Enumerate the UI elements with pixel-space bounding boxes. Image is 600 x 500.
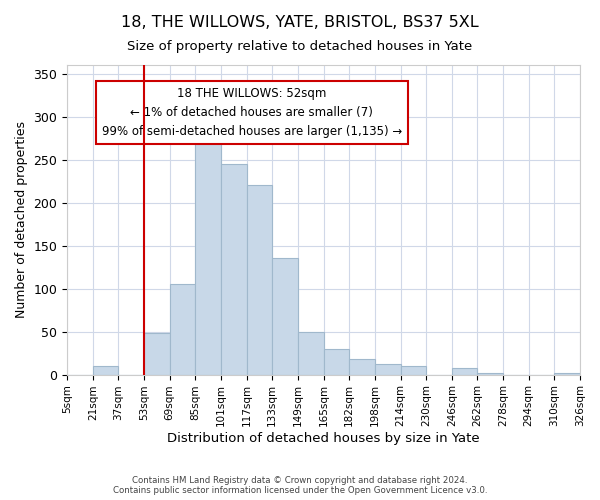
Y-axis label: Number of detached properties: Number of detached properties [15,122,28,318]
Bar [349,359,375,374]
Bar [93,366,118,374]
X-axis label: Distribution of detached houses by size in Yate: Distribution of detached houses by size … [167,432,480,445]
Text: 18, THE WILLOWS, YATE, BRISTOL, BS37 5XL: 18, THE WILLOWS, YATE, BRISTOL, BS37 5XL [121,15,479,30]
Bar [196,138,221,374]
Bar [221,164,247,374]
Text: 18 THE WILLOWS: 52sqm
← 1% of detached houses are smaller (7)
99% of semi-detach: 18 THE WILLOWS: 52sqm ← 1% of detached h… [101,86,402,138]
Bar [478,373,503,374]
Bar [554,373,580,374]
Bar [170,284,196,374]
Bar [272,258,298,374]
Bar [323,349,349,374]
Bar [401,366,426,374]
Bar [298,332,323,374]
Text: Size of property relative to detached houses in Yate: Size of property relative to detached ho… [127,40,473,53]
Bar [452,368,478,374]
Bar [375,364,401,374]
Bar [247,186,272,374]
Bar [144,334,170,374]
Text: Contains HM Land Registry data © Crown copyright and database right 2024.
Contai: Contains HM Land Registry data © Crown c… [113,476,487,495]
